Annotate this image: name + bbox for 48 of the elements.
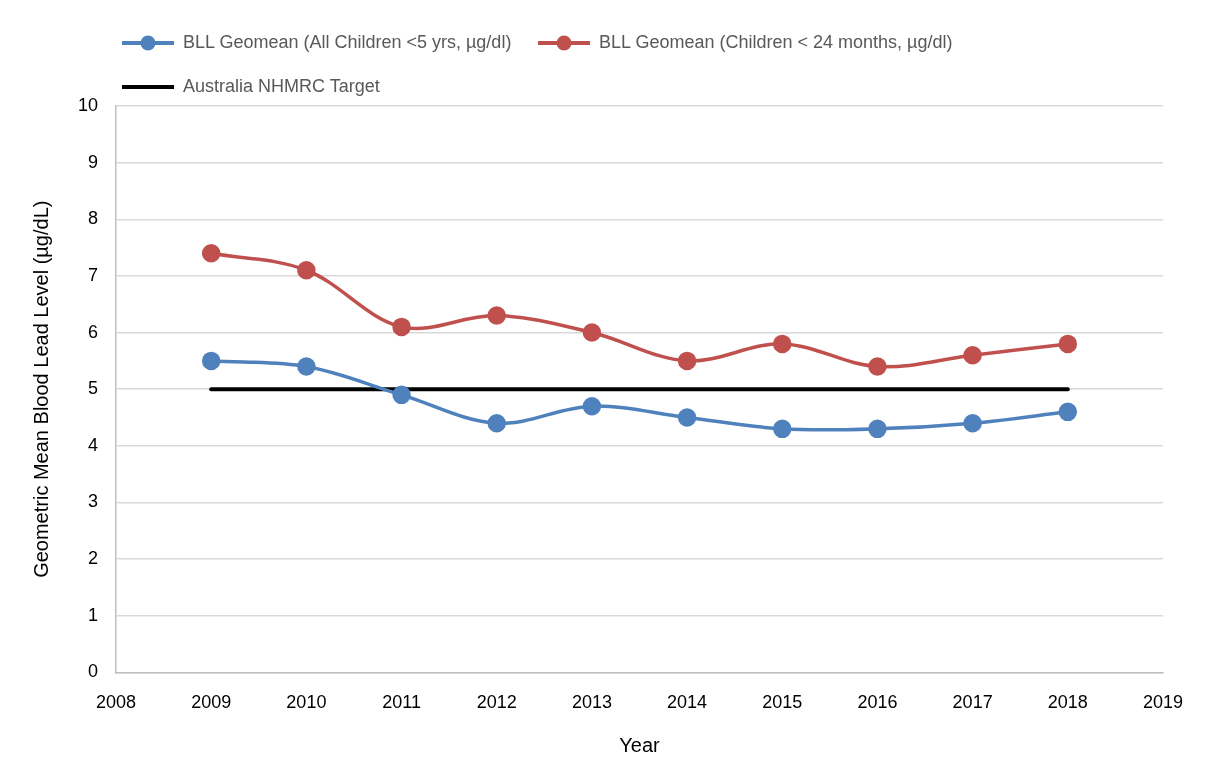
point: [297, 357, 316, 376]
y-tick-label: 3: [88, 491, 99, 512]
x-axis-title: Year: [619, 733, 661, 756]
y-tick-label: 2: [88, 548, 99, 569]
point: [392, 385, 411, 405]
point: [677, 408, 697, 427]
x-tick-label: 2018: [1047, 692, 1088, 713]
point: [963, 345, 982, 365]
point: [1058, 334, 1078, 354]
point: [582, 323, 602, 342]
x-tick-label: 2010: [286, 692, 327, 713]
point: [773, 419, 792, 439]
x-tick-label: 2014: [667, 692, 708, 713]
y-tick-label: 7: [88, 264, 99, 285]
x-tick-label: 2017: [952, 692, 993, 713]
y-tick-label: 1: [88, 604, 99, 625]
point: [487, 413, 506, 433]
point: [1058, 402, 1078, 422]
x-tick-label: 2013: [571, 692, 612, 713]
point: [392, 317, 411, 337]
y-axis-title: Geometric Mean Blood Lead Level (µg/dL): [29, 200, 52, 578]
x-tick-label: 2011: [382, 692, 421, 713]
y-tick-label: 4: [88, 434, 99, 455]
point: [297, 261, 316, 280]
x-tick-label: 2012: [476, 692, 517, 713]
point: [582, 396, 602, 416]
y-tick-label: 6: [88, 321, 99, 342]
point: [868, 419, 887, 439]
point: [677, 351, 697, 371]
y-tick-label: 5: [88, 378, 99, 399]
point: [868, 357, 887, 376]
point: [201, 351, 221, 371]
point: [487, 306, 506, 325]
y-tick-label: 8: [88, 208, 99, 229]
y-tick-label: 9: [88, 151, 99, 172]
x-tick-label: 2015: [762, 692, 803, 713]
x-tick-label: 2016: [857, 692, 898, 713]
x-tick-label: 2008: [96, 692, 137, 713]
x-tick-label: 2019: [1142, 692, 1183, 713]
legend-label: BLL Geomean (Children < 24 months, µg/dl): [599, 31, 953, 52]
point: [201, 244, 221, 263]
x-tick-label: 2009: [191, 692, 232, 713]
legend-label: Australia NHMRC Target: [183, 75, 380, 96]
point: [773, 334, 792, 354]
legend-label: BLL Geomean (All Children <5 yrs, µg/dl): [183, 31, 512, 52]
y-tick-label: 10: [77, 94, 99, 115]
y-tick-label: 0: [88, 661, 99, 682]
point: [963, 413, 982, 433]
